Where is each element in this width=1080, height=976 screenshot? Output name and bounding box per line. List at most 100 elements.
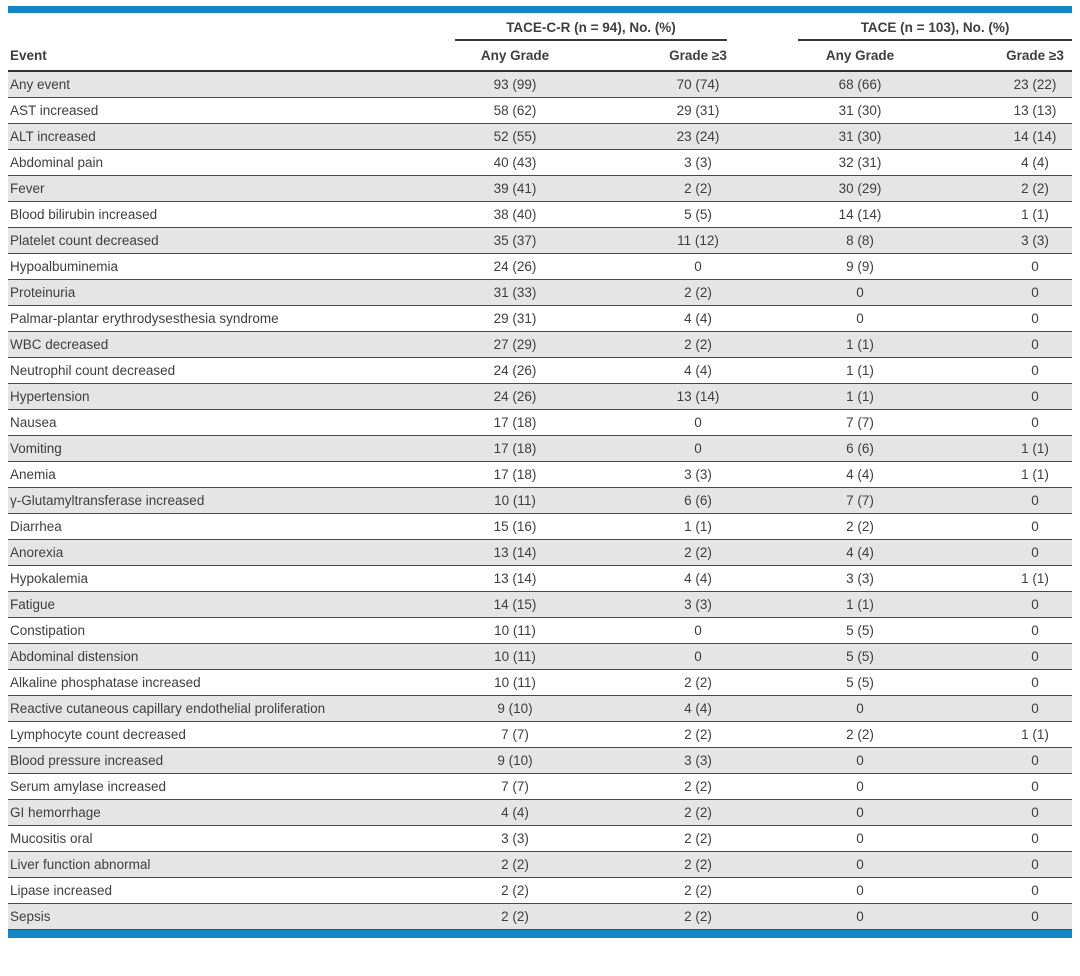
value-tace-grade3: 1 (1) xyxy=(924,461,1073,488)
value-tace-grade3: 0 xyxy=(924,851,1073,878)
value-tacecr-grade3: 3 (3) xyxy=(600,461,796,488)
value-tace-grade3: 0 xyxy=(924,747,1073,774)
value-tacecr-grade3: 2 (2) xyxy=(600,877,796,904)
table-row: Any event 93 (99) 70 (74) 68 (66) 23 (22… xyxy=(8,71,1073,98)
table-row: Palmar-plantar erythrodysesthesia syndro… xyxy=(8,305,1073,332)
value-tace-anygrade: 8 (8) xyxy=(796,227,924,254)
table-row: Serum amylase increased 7 (7) 2 (2) 0 0 xyxy=(8,773,1073,800)
column-header-row: Event Any Grade Grade ≥3 Any Grade Grade… xyxy=(8,41,1073,72)
value-tacecr-anygrade: 29 (31) xyxy=(430,305,600,332)
value-tacecr-anygrade: 38 (40) xyxy=(430,201,600,228)
value-tace-grade3: 0 xyxy=(924,305,1073,332)
value-tacecr-grade3: 23 (24) xyxy=(600,123,796,150)
value-tace-grade3: 1 (1) xyxy=(924,565,1073,592)
table-row: Platelet count decreased 35 (37) 11 (12)… xyxy=(8,227,1073,254)
value-tacecr-grade3: 2 (2) xyxy=(600,825,796,852)
table-body: Any event 93 (99) 70 (74) 68 (66) 23 (22… xyxy=(8,71,1073,930)
table-row: Alkaline phosphatase increased 10 (11) 2… xyxy=(8,669,1073,696)
group-header-tace: TACE (n = 103), No. (%) xyxy=(798,20,1073,41)
event-name: Hypokalemia xyxy=(8,565,430,592)
table-row: Anemia 17 (18) 3 (3) 4 (4) 1 (1) xyxy=(8,461,1073,488)
event-name: Blood bilirubin increased xyxy=(8,201,430,228)
table-row: γ-Glutamyltransferase increased 10 (11) … xyxy=(8,487,1073,514)
value-tacecr-grade3: 2 (2) xyxy=(600,331,796,358)
table-row: Hypokalemia 13 (14) 4 (4) 3 (3) 1 (1) xyxy=(8,565,1073,592)
event-name: Diarrhea xyxy=(8,513,430,540)
event-name: ALT increased xyxy=(8,123,430,150)
value-tacecr-grade3: 3 (3) xyxy=(600,591,796,618)
value-tacecr-anygrade: 13 (14) xyxy=(430,539,600,566)
event-name: WBC decreased xyxy=(8,331,430,358)
value-tace-anygrade: 30 (29) xyxy=(796,175,924,202)
value-tace-grade3: 0 xyxy=(924,487,1073,514)
value-tace-anygrade: 1 (1) xyxy=(796,357,924,384)
table-row: Anorexia 13 (14) 2 (2) 4 (4) 0 xyxy=(8,539,1073,566)
value-tacecr-anygrade: 4 (4) xyxy=(430,799,600,826)
value-tace-anygrade: 3 (3) xyxy=(796,565,924,592)
value-tacecr-anygrade: 17 (18) xyxy=(430,409,600,436)
value-tacecr-grade3: 2 (2) xyxy=(600,903,796,930)
value-tacecr-anygrade: 17 (18) xyxy=(430,435,600,462)
value-tace-anygrade: 6 (6) xyxy=(796,435,924,462)
value-tacecr-anygrade: 9 (10) xyxy=(430,747,600,774)
value-tace-grade3: 0 xyxy=(924,591,1073,618)
value-tacecr-anygrade: 58 (62) xyxy=(430,97,600,124)
table-row: Diarrhea 15 (16) 1 (1) 2 (2) 0 xyxy=(8,513,1073,540)
value-tacecr-anygrade: 31 (33) xyxy=(430,279,600,306)
event-name: γ-Glutamyltransferase increased xyxy=(8,487,430,514)
value-tace-anygrade: 2 (2) xyxy=(796,721,924,748)
value-tace-anygrade: 32 (31) xyxy=(796,149,924,176)
value-tace-grade3: 0 xyxy=(924,617,1073,644)
value-tace-grade3: 0 xyxy=(924,695,1073,722)
value-tace-anygrade: 0 xyxy=(796,799,924,826)
value-tace-grade3: 0 xyxy=(924,383,1073,410)
event-name: Anorexia xyxy=(8,539,430,566)
value-tace-grade3: 0 xyxy=(924,279,1073,306)
event-name: Vomiting xyxy=(8,435,430,462)
value-tacecr-anygrade: 2 (2) xyxy=(430,877,600,904)
value-tacecr-grade3: 13 (14) xyxy=(600,383,796,410)
value-tace-anygrade: 4 (4) xyxy=(796,461,924,488)
value-tace-grade3: 1 (1) xyxy=(924,721,1073,748)
value-tace-grade3: 0 xyxy=(924,253,1073,280)
value-tacecr-grade3: 3 (3) xyxy=(600,747,796,774)
group-header-spacer xyxy=(8,15,430,41)
value-tacecr-anygrade: 40 (43) xyxy=(430,149,600,176)
table-row: Vomiting 17 (18) 0 6 (6) 1 (1) xyxy=(8,435,1073,462)
table-row: AST increased 58 (62) 29 (31) 31 (30) 13… xyxy=(8,97,1073,124)
bottom-accent-bar xyxy=(8,929,1072,938)
table-row: Blood bilirubin increased 38 (40) 5 (5) … xyxy=(8,201,1073,228)
value-tace-grade3: 2 (2) xyxy=(924,175,1073,202)
table-row: Hypoalbuminemia 24 (26) 0 9 (9) 0 xyxy=(8,253,1073,280)
value-tacecr-grade3: 2 (2) xyxy=(600,721,796,748)
table-row: Constipation 10 (11) 0 5 (5) 0 xyxy=(8,617,1073,644)
value-tace-grade3: 13 (13) xyxy=(924,97,1073,124)
value-tacecr-anygrade: 24 (26) xyxy=(430,357,600,384)
value-tacecr-anygrade: 24 (26) xyxy=(430,253,600,280)
value-tace-grade3: 4 (4) xyxy=(924,149,1073,176)
value-tace-anygrade: 9 (9) xyxy=(796,253,924,280)
value-tacecr-anygrade: 13 (14) xyxy=(430,565,600,592)
value-tace-grade3: 0 xyxy=(924,903,1073,930)
event-name: Any event xyxy=(8,71,430,98)
value-tace-grade3: 0 xyxy=(924,331,1073,358)
value-tacecr-anygrade: 52 (55) xyxy=(430,123,600,150)
event-name: Anemia xyxy=(8,461,430,488)
value-tace-anygrade: 68 (66) xyxy=(796,71,924,98)
column-header-tace-anygrade: Any Grade xyxy=(796,41,924,72)
value-tacecr-grade3: 29 (31) xyxy=(600,97,796,124)
value-tace-anygrade: 7 (7) xyxy=(796,487,924,514)
value-tacecr-grade3: 2 (2) xyxy=(600,799,796,826)
column-header-tacecr-anygrade: Any Grade xyxy=(430,41,600,72)
value-tacecr-grade3: 2 (2) xyxy=(600,279,796,306)
top-accent-bar xyxy=(8,6,1072,13)
table-row: Abdominal pain 40 (43) 3 (3) 32 (31) 4 (… xyxy=(8,149,1073,176)
value-tacecr-anygrade: 2 (2) xyxy=(430,851,600,878)
value-tacecr-anygrade: 7 (7) xyxy=(430,773,600,800)
value-tacecr-grade3: 70 (74) xyxy=(600,71,796,98)
value-tace-grade3: 0 xyxy=(924,409,1073,436)
value-tacecr-grade3: 0 xyxy=(600,409,796,436)
value-tace-grade3: 1 (1) xyxy=(924,201,1073,228)
value-tace-anygrade: 0 xyxy=(796,695,924,722)
value-tace-grade3: 1 (1) xyxy=(924,435,1073,462)
